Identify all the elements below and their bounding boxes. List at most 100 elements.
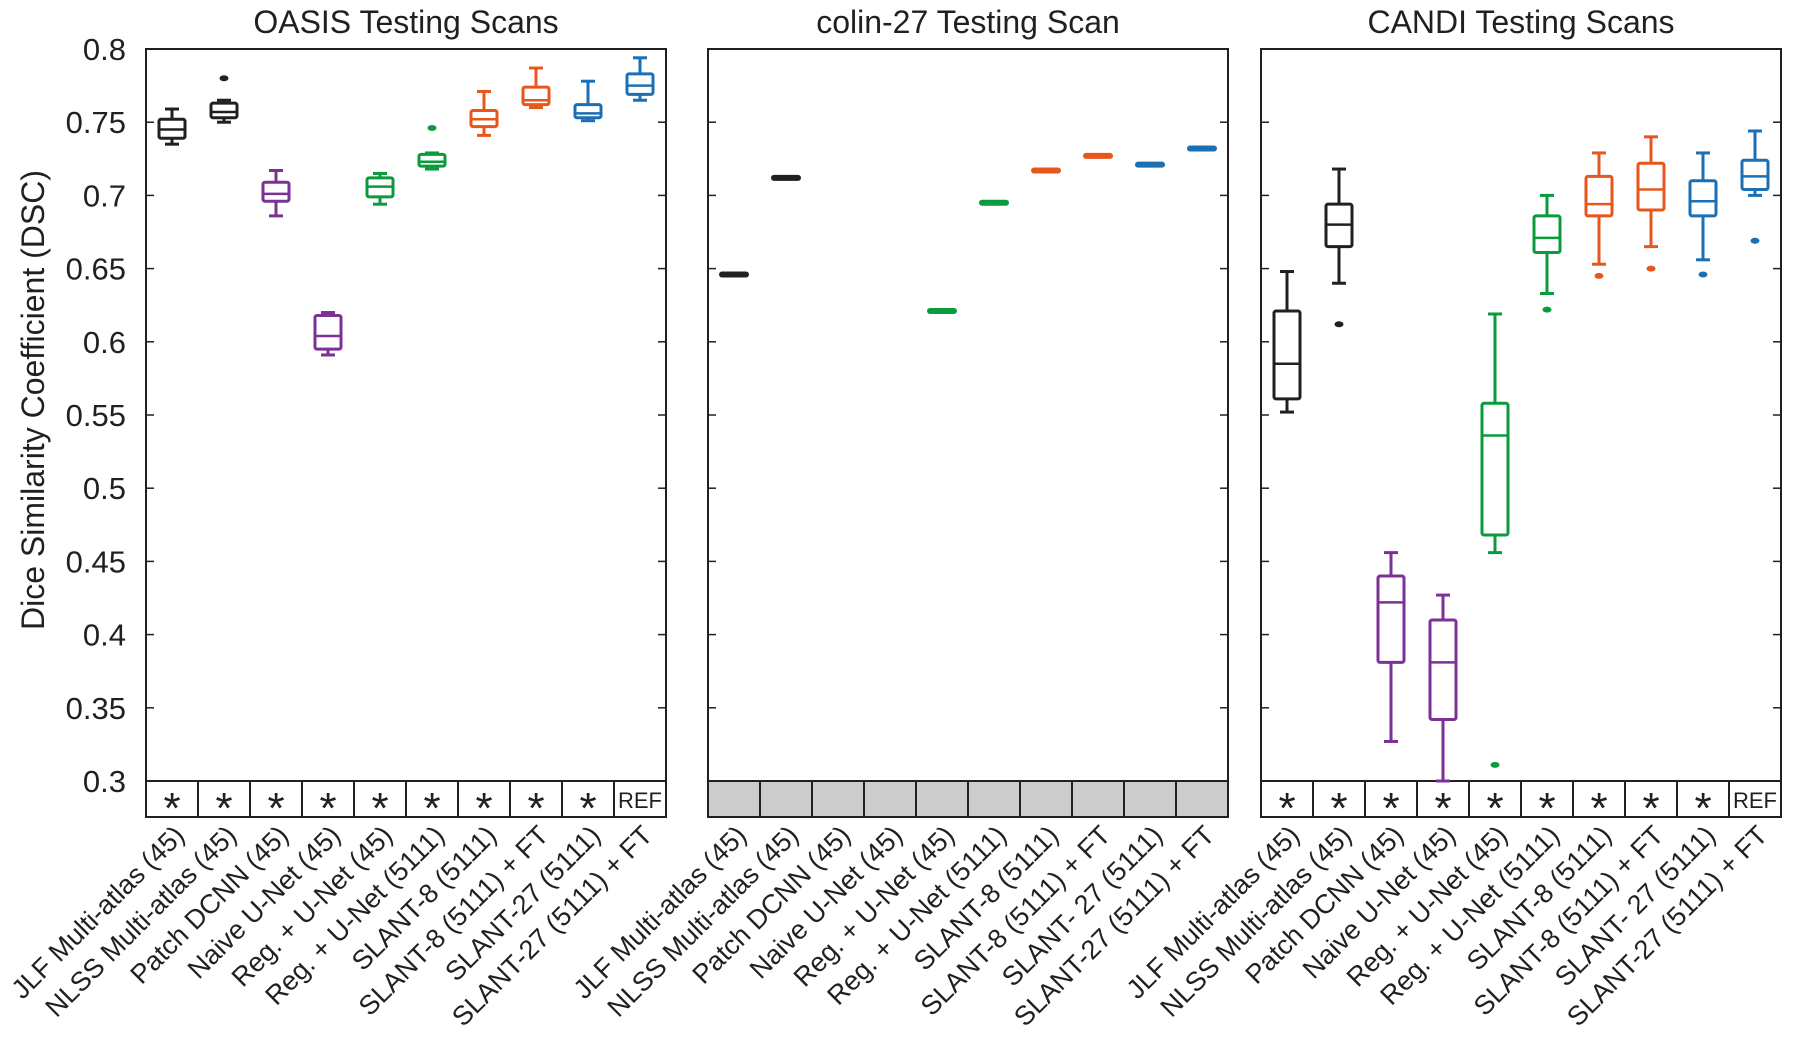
point-value (979, 199, 1009, 206)
box-iqr (1428, 618, 1458, 722)
significance-star: * (1694, 784, 1711, 833)
box-iqr (573, 103, 603, 120)
y-tick-label: 0.65 (66, 252, 126, 287)
significance-cell (967, 780, 1021, 818)
box-iqr (1688, 179, 1718, 218)
box-9 (1688, 151, 1718, 278)
significance-star: * (1642, 784, 1659, 833)
box-3 (261, 169, 291, 218)
outlier-point (219, 75, 229, 82)
y-tick-label: 0.35 (66, 691, 126, 726)
point-value (1083, 152, 1113, 159)
reference-label: REF (618, 788, 662, 813)
significance-star: * (1382, 784, 1399, 833)
point-value (1031, 167, 1061, 174)
significance-cell (707, 780, 761, 818)
point-value (719, 271, 749, 278)
box-10 (1740, 129, 1770, 244)
outlier-point (1490, 761, 1500, 768)
significance-star: * (1538, 784, 1555, 833)
box-iqr (1740, 158, 1770, 192)
significance-cell (1071, 780, 1125, 818)
significance-star: * (1434, 784, 1451, 833)
panel-frame (145, 48, 667, 818)
box-8 (521, 66, 551, 110)
point-value (1187, 145, 1217, 152)
y-axis-label: Dice Similarity Coefficient (DSC) (15, 170, 51, 630)
box-iqr (313, 313, 343, 351)
point-value (1135, 161, 1165, 168)
significance-cell (509, 780, 563, 818)
y-tick-label: 0.75 (66, 105, 126, 140)
chart-panels: 0.8 0.75 0.7 0.65 0.6 0.55 0.5 0.45 0.4 0.35 0.3 OA… (6, 4, 1782, 1032)
box-iqr (1272, 309, 1302, 401)
box-1 (157, 107, 187, 146)
box-4 (313, 311, 343, 357)
box-iqr (521, 85, 551, 107)
significance-cell (1364, 780, 1418, 818)
box-iqr (417, 152, 447, 168)
significance-cell (301, 780, 355, 818)
panel-title: OASIS Testing Scans (253, 4, 558, 40)
box-iqr (1636, 161, 1666, 212)
box-10 (625, 56, 655, 102)
box-6 (1532, 193, 1562, 313)
box-iqr (1376, 574, 1406, 664)
outlier-point (1698, 271, 1708, 278)
outlier-point (1542, 306, 1552, 313)
y-tick-label: 0.6 (83, 325, 126, 360)
box-4 (1428, 593, 1458, 783)
y-tick-label: 0.5 (83, 471, 126, 506)
significance-cell (759, 780, 813, 818)
significance-star: * (267, 784, 284, 833)
significance-cell (915, 780, 969, 818)
significance-star: * (1278, 784, 1295, 833)
y-tick-label: 0.7 (83, 178, 126, 213)
significance-cell (1123, 780, 1177, 818)
box-5 (365, 171, 395, 206)
box-9 (573, 79, 603, 123)
box-1 (1272, 270, 1302, 414)
box-iqr (1584, 174, 1614, 218)
significance-cell (1520, 780, 1574, 818)
panel-title: colin-27 Testing Scan (816, 4, 1120, 40)
box-6 (417, 125, 447, 171)
significance-star: * (579, 784, 596, 833)
significance-star: * (527, 784, 544, 833)
significance-star: * (163, 784, 180, 833)
significance-cell (1624, 780, 1678, 818)
y-tick-label: 0.45 (66, 544, 126, 579)
significance-cell (457, 780, 511, 818)
significance-star: * (1590, 784, 1607, 833)
significance-cell (811, 780, 865, 818)
significance-cell (1468, 780, 1522, 818)
significance-star: * (319, 784, 336, 833)
box-iqr (625, 72, 655, 96)
y-tick-label: 0.8 (83, 32, 126, 67)
significance-cell (1728, 780, 1782, 818)
significance-cell (1676, 780, 1730, 818)
box-iqr (1480, 401, 1510, 537)
box-5 (1480, 312, 1510, 768)
y-tick-label: 0.3 (83, 764, 126, 799)
significance-cell (145, 780, 199, 818)
box-iqr (1532, 214, 1562, 254)
box-7 (469, 89, 499, 137)
significance-star: * (215, 784, 232, 833)
reference-label: REF (1733, 788, 1777, 813)
significance-star: * (423, 784, 440, 833)
box-3 (1376, 551, 1406, 743)
point-value (771, 174, 801, 181)
outlier-point (427, 125, 437, 132)
significance-star: * (1486, 784, 1503, 833)
box-iqr (209, 101, 239, 120)
outlier-point (1646, 265, 1656, 272)
box-2 (1324, 167, 1354, 328)
box-2 (209, 75, 239, 124)
outlier-point (1334, 321, 1344, 328)
significance-star: * (475, 784, 492, 833)
significance-star: * (371, 784, 388, 833)
outlier-point (1750, 237, 1760, 244)
